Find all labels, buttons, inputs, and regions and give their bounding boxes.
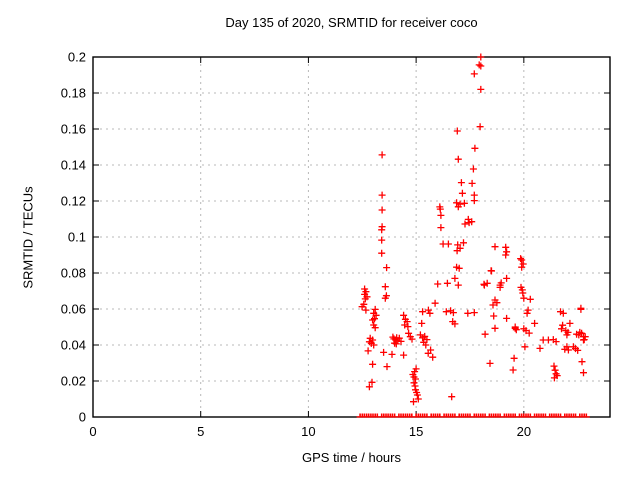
svg-text:0.16: 0.16 [61,122,86,137]
svg-text:0.18: 0.18 [61,86,86,101]
svg-text:15: 15 [409,424,423,439]
zero-band-points [356,413,590,418]
chart-title: Day 135 of 2020, SRMTID for receiver coc… [225,15,478,30]
svg-text:0.12: 0.12 [61,194,86,209]
svg-text:0.08: 0.08 [61,266,86,281]
x-axis-label: GPS time / hours [302,450,401,465]
data-points [358,53,589,406]
svg-text:5: 5 [197,424,204,439]
svg-text:0.1: 0.1 [68,230,86,245]
plot-grid [100,64,603,410]
svg-text:0.04: 0.04 [61,338,86,353]
svg-text:0.14: 0.14 [61,158,86,173]
svg-text:0.02: 0.02 [61,374,86,389]
x-tick-labels: 0 5 10 15 20 [89,424,531,439]
svg-text:20: 20 [517,424,531,439]
svg-text:0.06: 0.06 [61,302,86,317]
svg-text:0: 0 [89,424,96,439]
svg-text:10: 10 [301,424,315,439]
plot-border [92,56,611,418]
y-tick-labels: 0 0.02 0.04 0.06 0.08 0.1 0.12 0.14 0.16 0.18 0.2 [61,50,86,425]
y-axis-label: SRMTID / TECUs [20,186,36,289]
svg-text:0.2: 0.2 [68,50,86,65]
svg-text:0: 0 [79,410,86,425]
